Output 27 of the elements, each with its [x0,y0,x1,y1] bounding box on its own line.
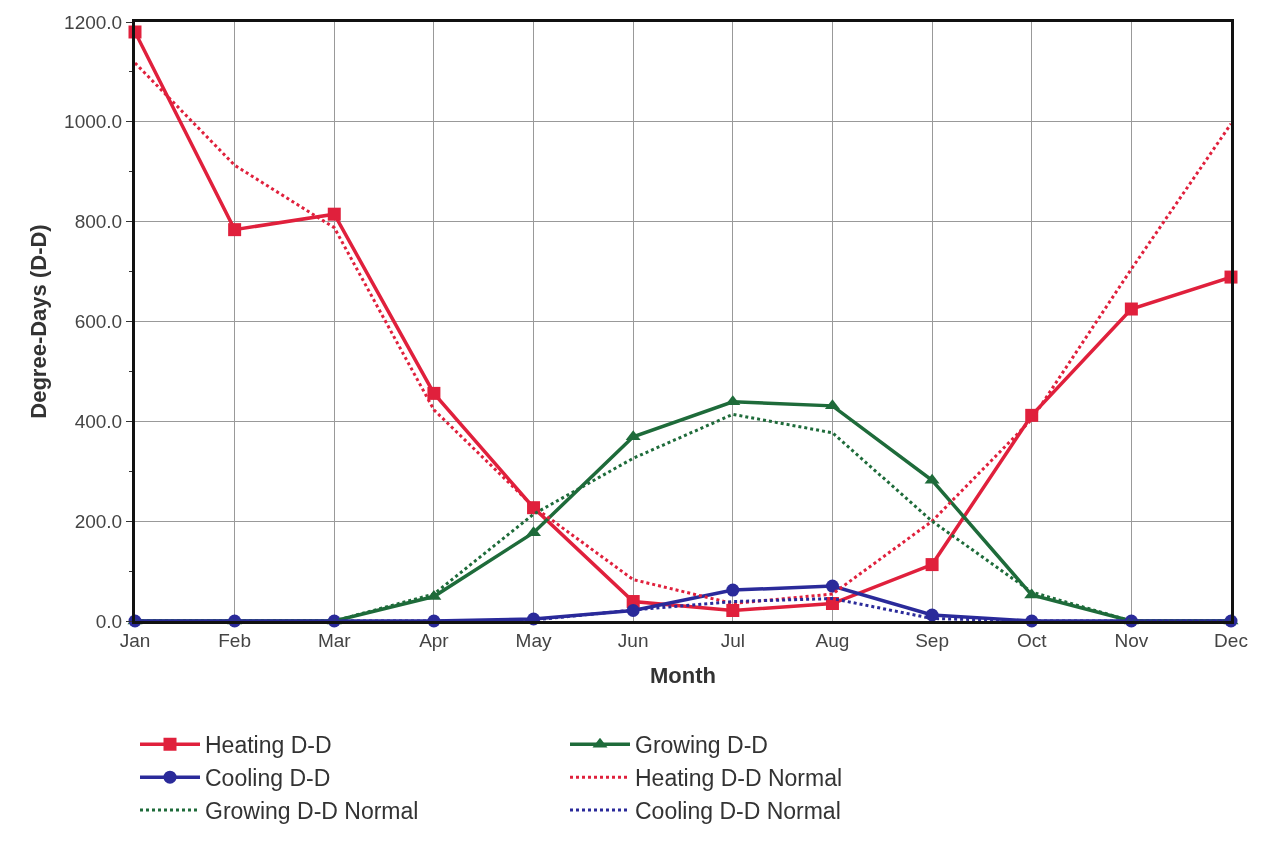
legend-label: Heating D-D [205,732,332,759]
y-tick-label: 1000.0 [64,111,123,133]
x-tick-label: Nov [1114,629,1149,651]
y-tick-label: 200.0 [74,510,123,532]
x-tick-label: Oct [1016,629,1048,651]
x-tick-label: Feb [218,629,252,651]
x-tick-label: May [515,629,552,651]
y-tick-label: 600.0 [74,311,123,333]
y-tick-label: 400.0 [74,410,123,432]
legend-label: Cooling D-D [205,765,331,792]
y-tick-label: 1200.0 [64,11,123,33]
x-tick-label: Jul [720,629,745,651]
y-axis-title: Degree-Days (D-D) [25,224,51,419]
legend-label: Growing D-D [635,732,768,759]
legend-label: Growing D-D Normal [205,798,419,825]
legend-label: Heating D-D Normal [635,765,843,792]
legend-label: Cooling D-D Normal [635,798,841,825]
x-tick-label: Dec [1214,629,1248,651]
x-tick-label: Apr [419,629,450,651]
x-tick-label: Jun [617,629,649,651]
y-tick-label: 0.0 [95,610,123,632]
x-axis-title: Month [650,662,716,688]
x-tick-label: Mar [317,629,352,651]
y-tick-label: 800.0 [74,211,123,233]
x-tick-label: Jan [119,629,151,651]
x-tick-label: Aug [815,629,850,651]
x-tick-label: Sep [915,629,949,651]
